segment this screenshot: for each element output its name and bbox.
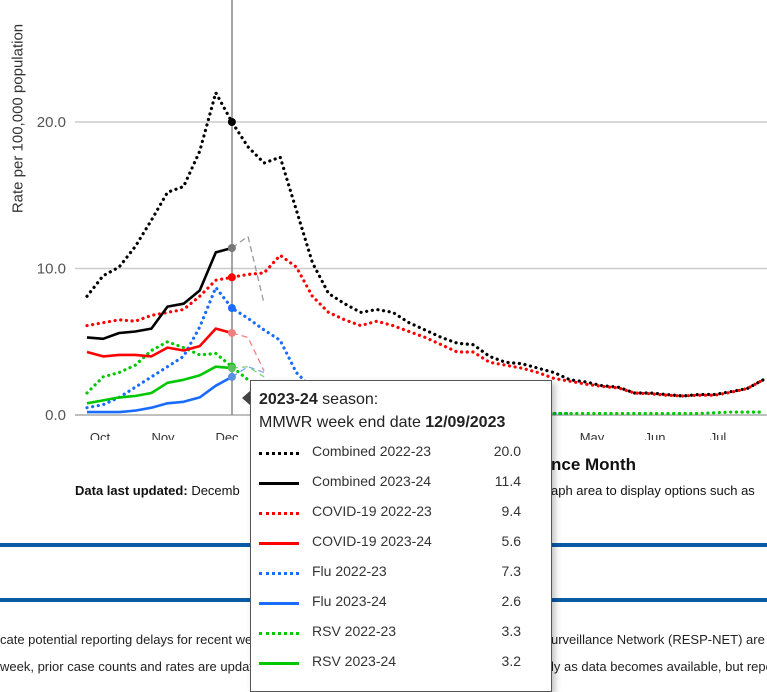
series-line — [85, 253, 765, 398]
x-tick-label: Dec — [215, 430, 239, 440]
data-point-marker — [227, 372, 236, 381]
hover-tooltip: 2023-24 season: MMWR week end date 12/09… — [250, 380, 552, 692]
tooltip-row: RSV 2022-23 3.3 — [251, 623, 551, 643]
tooltip-row: COVID-19 2023-24 5.6 — [251, 533, 551, 553]
tooltip-row: RSV 2023-24 3.2 — [251, 653, 551, 673]
data-point-marker — [227, 273, 236, 282]
tooltip-season: 2023-24 season: — [259, 391, 378, 409]
y-tick-label: 10.0 — [37, 261, 66, 278]
series-value: 5.6 — [501, 533, 521, 549]
series-line — [85, 91, 765, 398]
x-tick-label: Oct — [90, 430, 111, 440]
tooltip-date: MMWR week end date 12/09/2023 — [259, 414, 505, 432]
data-point-marker — [227, 328, 236, 337]
provisional-line — [231, 235, 265, 304]
x-axis-title: nce Month — [551, 455, 636, 474]
series-lines — [85, 91, 765, 416]
data-point-marker — [227, 364, 236, 373]
series-value: 9.4 — [501, 503, 521, 519]
data-last-updated: Data last updated: Decemb — [75, 483, 240, 498]
footnote-text: ly as data becomes available, but repo — [551, 659, 767, 674]
legend-swatch — [259, 452, 299, 455]
series-line — [86, 246, 233, 341]
updated-label: Data last updated: — [75, 483, 188, 498]
series-value: 20.0 — [493, 443, 521, 459]
series-label: COVID-19 2022-23 — [312, 503, 432, 519]
tooltip-row: Combined 2023-24 11.4 — [251, 473, 551, 493]
date-prefix: MMWR week end date — [259, 414, 426, 431]
tooltip-row: Flu 2022-23 7.3 — [251, 563, 551, 583]
footnote-text: week, prior case counts and rates are up… — [0, 659, 261, 674]
season-value: 2023-24 — [259, 391, 318, 408]
legend-swatch — [259, 662, 299, 665]
date-value: 12/09/2023 — [425, 414, 506, 431]
legend-swatch — [259, 542, 299, 545]
legend-swatch — [259, 632, 299, 635]
provisional-line — [231, 365, 265, 378]
footnote-text: urveillance Network (RESP-NET) are pre — [551, 632, 767, 647]
legend-swatch — [259, 512, 299, 515]
x-tick-label: Nov — [151, 430, 175, 440]
x-tick-label: Jun — [645, 430, 666, 440]
updated-value: Decemb — [191, 483, 240, 498]
hover-markers — [227, 118, 236, 381]
series-value: 11.4 — [494, 473, 521, 489]
series-label: RSV 2023-24 — [312, 653, 397, 669]
series-line — [86, 365, 233, 405]
series-value: 2.6 — [501, 593, 521, 609]
legend-swatch — [259, 602, 299, 605]
footnote-text: cate potential reporting delays for rece… — [0, 632, 260, 647]
line-chart[interactable]: 0.010.020.0 OctNovDecJanFebMarAprMayJunJ… — [0, 0, 767, 440]
provisional-line — [231, 332, 265, 372]
series-label: Flu 2023-24 — [312, 593, 387, 609]
series-value: 7.3 — [501, 563, 521, 579]
y-tick-label: 0.0 — [45, 407, 66, 424]
tooltip-row: Combined 2022-23 20.0 — [251, 443, 551, 463]
legend-swatch — [259, 482, 299, 485]
series-label: Combined 2022-23 — [312, 443, 432, 459]
data-point-marker — [227, 243, 236, 252]
y-axis-label: Rate per 100,000 population — [9, 23, 27, 214]
series-label: Combined 2023-24 — [312, 473, 432, 489]
provisional-line — [231, 366, 265, 378]
season-suffix: season: — [317, 391, 379, 408]
series-line — [87, 375, 233, 414]
series-label: COVID-19 2023-24 — [312, 533, 432, 549]
tooltip-pointer — [242, 391, 250, 405]
x-tick-label: May — [580, 430, 605, 440]
tooltip-row: Flu 2023-24 2.6 — [251, 593, 551, 613]
tooltip-row: COVID-19 2022-23 9.4 — [251, 503, 551, 523]
series-label: Flu 2022-23 — [312, 563, 387, 579]
series-line — [85, 340, 765, 416]
gridlines — [75, 121, 767, 416]
x-tick-label: Jul — [710, 430, 727, 440]
series-label: RSV 2022-23 — [312, 623, 397, 639]
series-value: 3.3 — [501, 623, 521, 639]
legend-swatch — [259, 572, 299, 575]
data-point-marker — [227, 118, 236, 126]
chart-options-hint: aph area to display options such as — [551, 483, 755, 498]
series-line — [86, 327, 233, 358]
y-tick-label: 20.0 — [37, 114, 66, 131]
series-value: 3.2 — [501, 653, 521, 669]
y-tick-labels: 0.0 10.0 20.0 — [37, 114, 66, 424]
data-point-marker — [227, 304, 236, 313]
